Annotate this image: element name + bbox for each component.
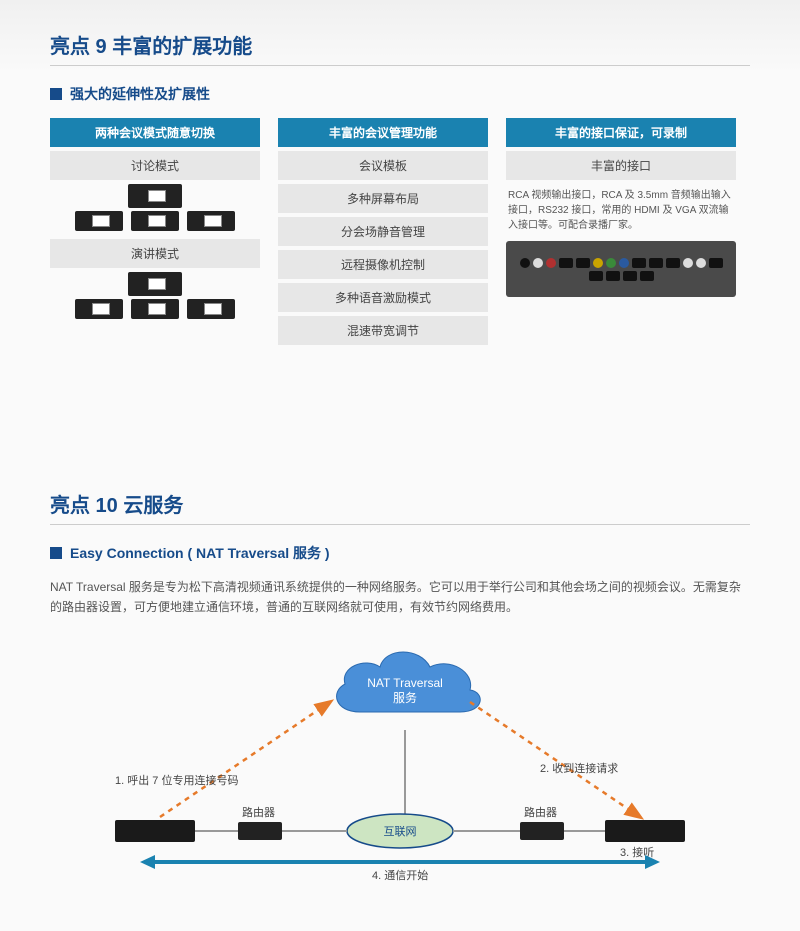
section-10: 亮点 10 云服务 Easy Connection ( NAT Traversa…	[50, 489, 750, 882]
port-icon	[533, 258, 543, 268]
port-icon	[593, 258, 603, 268]
port-icon	[559, 258, 573, 268]
port-icon	[520, 258, 530, 268]
device-icon	[75, 211, 123, 231]
subtitle-text: Easy Connection ( NAT Traversal 服务 )	[70, 543, 330, 563]
col-features: 丰富的会议管理功能 会议模板 多种屏幕布局 分会场静音管理 远程摄像机控制 多种…	[278, 118, 488, 349]
cloud-label-2: 服务	[393, 691, 417, 705]
device-icon	[131, 299, 179, 319]
connector-line	[404, 730, 406, 814]
feature-row: 分会场静音管理	[278, 217, 488, 246]
step1-label: 1. 呼出 7 位专用连接号码	[115, 772, 238, 788]
device-icon	[128, 272, 182, 296]
step4-label: 4. 通信开始	[372, 867, 428, 883]
port-icon	[589, 271, 603, 281]
col-interfaces: 丰富的接口保证，可录制 丰富的接口 RCA 视频输出接口，RCA 及 3.5mm…	[506, 118, 736, 297]
device-icon	[187, 211, 235, 231]
section-9-title: 亮点 9 丰富的扩展功能	[50, 30, 750, 66]
columns-row: 两种会议模式随意切换 讨论模式 演讲模式	[50, 118, 750, 349]
port-icon	[666, 258, 680, 268]
dashed-arrow-left	[150, 692, 350, 832]
col1-mode2-label: 演讲模式	[50, 239, 260, 268]
section-10-title: 亮点 10 云服务	[50, 489, 750, 525]
feature-row: 远程摄像机控制	[278, 250, 488, 279]
col3-desc: RCA 视频输出接口，RCA 及 3.5mm 音频输出输入接口，RS232 接口…	[506, 184, 736, 241]
discussion-mode-diagram	[50, 184, 260, 231]
port-icon	[632, 258, 646, 268]
col3-row1: 丰富的接口	[506, 151, 736, 180]
col1-mode1-label: 讨论模式	[50, 151, 260, 180]
port-icon	[606, 258, 616, 268]
feature-row: 多种语音激励模式	[278, 283, 488, 312]
nat-traversal-diagram: NAT Traversal 服务 互联网 路由器 路由器	[120, 642, 680, 882]
internet-node: 互联网	[345, 812, 455, 850]
arrow-right-icon	[645, 855, 660, 869]
cloud-label-1: NAT Traversal	[367, 676, 443, 690]
port-icon	[696, 258, 706, 268]
port-icon	[640, 271, 654, 281]
subtitle-text: 强大的延伸性及扩展性	[70, 84, 210, 104]
feature-row: 混速带宽调节	[278, 316, 488, 345]
port-icon	[709, 258, 723, 268]
speech-mode-diagram	[50, 272, 260, 319]
device-icon	[128, 184, 182, 208]
port-icon	[576, 258, 590, 268]
col3-header: 丰富的接口保证，可录制	[506, 118, 736, 147]
device-icon	[75, 299, 123, 319]
port-icon	[606, 271, 620, 281]
back-panel-illustration	[506, 241, 736, 297]
port-icon	[546, 258, 556, 268]
port-icon	[623, 271, 637, 281]
section-10-subtitle: Easy Connection ( NAT Traversal 服务 )	[50, 543, 750, 563]
section-9-subtitle: 强大的延伸性及扩展性	[50, 84, 750, 104]
device-icon	[131, 211, 179, 231]
port-icon	[683, 258, 693, 268]
col2-header: 丰富的会议管理功能	[278, 118, 488, 147]
port-icon	[619, 258, 629, 268]
step2-label: 2. 收到连接请求	[540, 760, 618, 776]
arrow-left-icon	[140, 855, 155, 869]
feature-row: 会议模板	[278, 151, 488, 180]
col-modes: 两种会议模式随意切换 讨论模式 演讲模式	[50, 118, 260, 327]
section-10-desc: NAT Traversal 服务是专为松下高清视频通讯系统提供的一种网络服务。它…	[50, 577, 750, 618]
internet-label: 互联网	[345, 823, 455, 839]
feature-row: 多种屏幕布局	[278, 184, 488, 213]
blue-arrow-line	[155, 860, 645, 864]
port-icon	[649, 258, 663, 268]
col1-header: 两种会议模式随意切换	[50, 118, 260, 147]
section-9: 亮点 9 丰富的扩展功能 强大的延伸性及扩展性 两种会议模式随意切换 讨论模式	[50, 30, 750, 349]
device-icon	[187, 299, 235, 319]
